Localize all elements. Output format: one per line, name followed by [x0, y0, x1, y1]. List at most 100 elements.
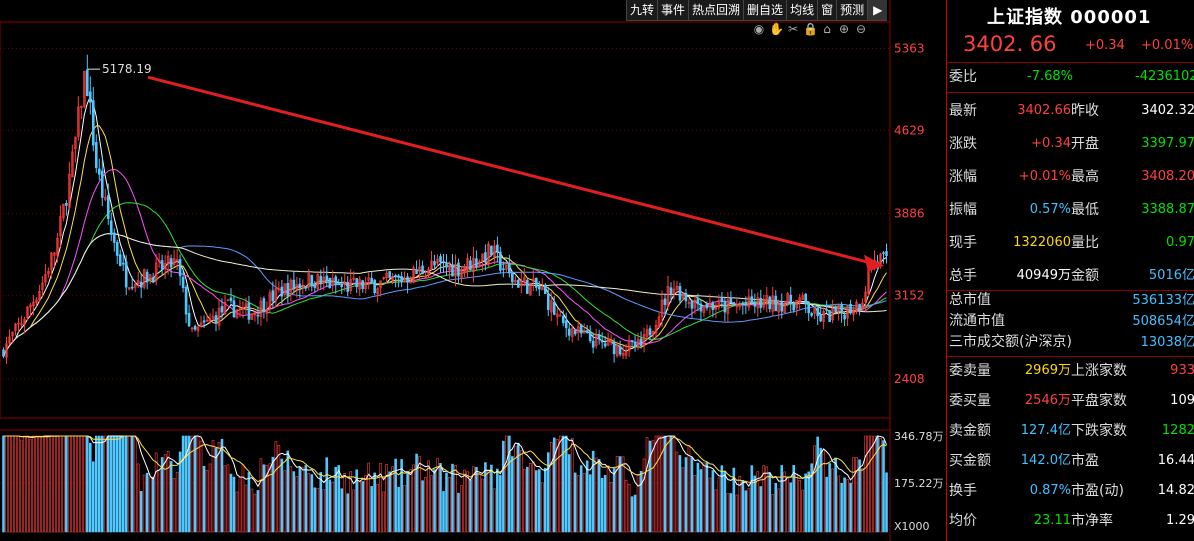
- volume-bar: [439, 463, 442, 533]
- candle: [699, 299, 703, 322]
- lock-icon[interactable]: 🔒: [803, 22, 818, 36]
- candle: [355, 277, 358, 293]
- volume-bar: [313, 487, 317, 533]
- candle: [765, 287, 769, 313]
- candle: [849, 299, 852, 315]
- volume-bar: [666, 435, 670, 533]
- volume-bar: [211, 440, 215, 533]
- volume-bar: [355, 469, 358, 533]
- toolbar-collapse-button[interactable]: ▶: [867, 0, 888, 20]
- candle: [564, 312, 568, 338]
- hand-icon[interactable]: ✋: [769, 22, 784, 36]
- candle: [343, 273, 347, 292]
- volume-ma-5: [3, 435, 887, 488]
- candle: [720, 292, 724, 308]
- volume-bar: [537, 469, 541, 533]
- volume-bar: [792, 465, 796, 533]
- candle: [406, 273, 409, 294]
- candle: [145, 269, 149, 290]
- candle: [807, 301, 810, 321]
- candles: [2, 54, 888, 364]
- candle: [478, 259, 481, 268]
- volume-bar: [783, 471, 787, 533]
- candle: [187, 304, 191, 328]
- candle: [466, 253, 469, 278]
- volume-bar: [2, 435, 5, 533]
- scissors-icon[interactable]: ✂: [787, 22, 799, 36]
- candle: [786, 291, 790, 307]
- candle: [744, 296, 748, 314]
- quote-row: 总手 40949万 金额 5016亿: [949, 268, 1194, 284]
- volume-bar: [202, 465, 206, 533]
- volume-bar: [475, 466, 478, 533]
- volume-bar: [532, 461, 535, 533]
- candle: [74, 136, 77, 163]
- quote-row: 涨跌 +0.34 开盘 3397.97: [949, 136, 1194, 152]
- volume-bar: [169, 461, 173, 533]
- candle: [223, 294, 227, 316]
- volume-bar: [855, 457, 858, 533]
- zoom-in-icon[interactable]: ⊕: [838, 22, 850, 36]
- volume-bar: [307, 473, 311, 533]
- zoom-out-icon[interactable]: ⊖: [855, 22, 867, 36]
- toolbar-btn-3[interactable]: 删自选: [743, 0, 786, 20]
- candle: [801, 292, 804, 300]
- toolbar-btn-6[interactable]: 预测: [836, 0, 867, 20]
- candle: [840, 301, 843, 323]
- toolbar-btn-2[interactable]: 热点回溯: [688, 0, 743, 20]
- volume-bar: [400, 459, 403, 533]
- candle: [729, 291, 733, 304]
- candle: [657, 312, 661, 329]
- candle: [828, 309, 831, 323]
- kline-chart[interactable]: 53634629388631522408346.78万175.22万X1000 …: [0, 0, 946, 541]
- candle: [29, 303, 32, 317]
- volume-bar: [331, 481, 335, 533]
- toolbar-btn-1[interactable]: 事件: [657, 0, 688, 20]
- candle: [56, 232, 59, 263]
- volume-bar: [493, 488, 496, 533]
- home-icon[interactable]: ⌂: [823, 22, 831, 36]
- candle: [511, 272, 514, 289]
- volume-bar: [654, 435, 658, 533]
- toolbar-btn-5[interactable]: 窗: [817, 0, 836, 20]
- volume-ma-10: [3, 435, 887, 484]
- volume-bar: [660, 435, 664, 533]
- eye-icon[interactable]: ◉: [753, 22, 765, 36]
- candle: [415, 260, 418, 274]
- candle: [316, 271, 320, 291]
- volume-bar: [564, 435, 568, 533]
- candle: [226, 299, 230, 302]
- market-row: 总市值 536133亿: [949, 292, 1194, 308]
- candle: [675, 281, 679, 294]
- volume-bar: [672, 435, 676, 533]
- volume-bar: [765, 466, 769, 533]
- volume-bar: [747, 488, 751, 533]
- volume-bar: [603, 475, 607, 533]
- toolbar-btn-0[interactable]: 九转: [626, 0, 657, 20]
- volume-bar: [325, 457, 329, 533]
- volume-bar: [469, 479, 472, 533]
- volume-bar: [582, 472, 586, 533]
- volume-bar: [385, 464, 388, 533]
- candle: [460, 266, 463, 283]
- toolbar-btn-4[interactable]: 均线: [786, 0, 817, 20]
- volume-bar: [175, 471, 179, 533]
- candle: [8, 329, 11, 346]
- volume-bar: [669, 435, 673, 533]
- volume-bar: [753, 475, 757, 533]
- candle: [100, 157, 104, 207]
- volume-bar: [391, 466, 394, 533]
- volume-bar: [68, 435, 71, 533]
- candle: [747, 288, 751, 312]
- volume-bar: [573, 472, 577, 533]
- index-title: 上证指数 000001: [987, 7, 1152, 28]
- candle: [768, 295, 772, 313]
- quote-panel: 上证指数 000001 3402. 66 +0.34 +0.01% 委比 -7.…: [946, 0, 1194, 541]
- volume-bar: [442, 491, 445, 533]
- volume-bar: [729, 493, 733, 533]
- candle: [645, 324, 649, 341]
- candle: [714, 302, 718, 319]
- volume-bar: [675, 451, 679, 533]
- candle: [603, 335, 607, 349]
- volume-bar: [340, 488, 344, 533]
